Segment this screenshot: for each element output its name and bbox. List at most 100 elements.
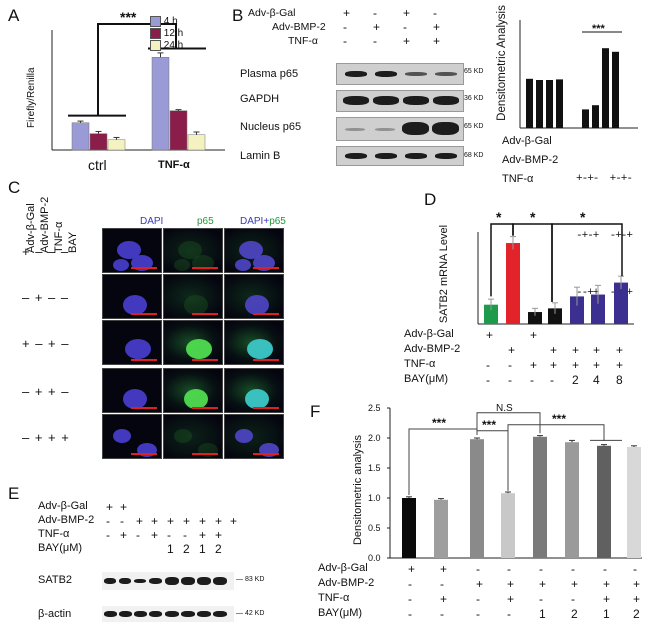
nucleus (253, 255, 275, 271)
scale-bar (192, 407, 218, 409)
c-row-signs: – + + – (22, 384, 70, 399)
y-tick-label: 1.5 (368, 463, 381, 473)
treat-sign: - (539, 562, 543, 576)
legend-item-24h: 24 h (150, 40, 183, 52)
dens-bar (546, 80, 553, 128)
treat-sign: 2 (183, 542, 190, 556)
treat-sign: - (343, 34, 347, 48)
scale-bar (192, 313, 218, 315)
treat-label: TNF-α (318, 592, 350, 604)
band (104, 611, 117, 617)
dens-bar (536, 80, 543, 128)
cytoplasm-signal (164, 275, 222, 318)
nucleus (125, 339, 151, 359)
legend-item-4h: 4 h (150, 16, 183, 28)
treat-sign: + (539, 577, 547, 591)
treat-sign: 2 (571, 607, 578, 621)
treat-sign: + (616, 358, 624, 372)
panel-b-dens-chart: *** (519, 20, 638, 129)
treat-sign: + (408, 562, 416, 576)
treat-sign: - (440, 607, 444, 621)
f-ylabel: Densitometric analysis (352, 434, 364, 546)
band (119, 611, 132, 617)
bar (434, 499, 448, 558)
dens-bar (582, 109, 589, 128)
cytoplasm-signal (164, 415, 222, 458)
bar (470, 439, 484, 558)
treat-sign: + (486, 328, 494, 342)
treat-sign: + (120, 528, 128, 542)
scale-bar (131, 359, 157, 361)
panel-label-c: C (8, 178, 21, 197)
sig-label: *** (552, 412, 566, 426)
treat-sign: + (593, 343, 601, 357)
band (181, 611, 195, 617)
sig-label: * (530, 209, 536, 225)
treat-label: BAY(μM) (404, 373, 449, 385)
micrograph (224, 274, 284, 319)
scale-bar (192, 453, 218, 455)
treat-sign: - (433, 6, 437, 20)
bar (570, 296, 584, 324)
treat-sign: - (507, 562, 511, 576)
micrograph (102, 274, 162, 319)
b-treat-label-bmp: Adv-BMP-2 (272, 21, 326, 33)
treat-sign: - (167, 528, 171, 542)
scale-bar (192, 359, 218, 361)
treat-label: TNF-α (404, 358, 436, 370)
blot-nucleus-p65 (336, 117, 464, 141)
category-ctrl: ctrl (88, 157, 107, 173)
kd-label: 65 KD (464, 68, 484, 75)
treat-sign: 1 (167, 542, 174, 556)
band (197, 577, 211, 585)
micrograph (102, 228, 162, 273)
nucleus (245, 295, 269, 315)
b-treat-label-tnf: TNF-α (288, 35, 318, 47)
c-row-signs: + – + – (22, 336, 70, 351)
nucleus (178, 241, 202, 259)
nucleus (137, 443, 157, 457)
sig-label: *** (482, 418, 496, 432)
treat-label: Adv-β-Gal (404, 328, 454, 340)
panel-a-legend: 4 h 12 h 24 h (150, 16, 183, 52)
bar (627, 447, 641, 558)
treat-sign: - (508, 373, 512, 387)
bar-ctrl-4h (71, 122, 90, 151)
treat-sign: + (230, 514, 238, 528)
nucleus (184, 389, 208, 409)
treat-sign: - (633, 562, 637, 576)
micrograph (102, 368, 162, 413)
scale-bar (131, 267, 157, 269)
nucleus (245, 389, 269, 409)
legend-swatch-4h (150, 16, 161, 27)
nucleus (247, 339, 273, 359)
sig-label: * (496, 209, 502, 225)
treat-sign: + (433, 20, 441, 34)
c-row-signs: – + – – (22, 290, 70, 305)
blot-label-gapdh: GAPDH (240, 93, 280, 105)
e-blot-actin (102, 606, 234, 622)
e-kd-actin-text: 42 KD (244, 610, 265, 617)
treat-sign: + (572, 343, 580, 357)
panel-label-d: D (424, 190, 437, 209)
treat-sign: 2 (572, 373, 579, 387)
band (213, 577, 227, 585)
y-tick-label: 0.0 (368, 553, 381, 563)
c-col-merge-prefix: DAPI+ (240, 216, 270, 227)
category-tnf: TNF-α (158, 159, 190, 171)
micrograph (163, 414, 223, 459)
bar (565, 442, 579, 558)
f-ylabel-wrap: Densitometric analysis (348, 432, 364, 552)
bar (402, 498, 416, 558)
micrograph (163, 320, 223, 365)
treat-label: TNF-α (38, 528, 70, 540)
kd-label: 65 KD (464, 123, 484, 130)
kd-label: 36 KD (464, 95, 484, 102)
band (435, 72, 457, 76)
dens-bar (556, 79, 563, 128)
treat-label: Adv-β-Gal (38, 500, 88, 512)
treat-sign: + (373, 20, 381, 34)
treat-sign: 2 (215, 542, 222, 556)
nucleus (235, 259, 251, 271)
sig-label: *** (592, 23, 606, 35)
